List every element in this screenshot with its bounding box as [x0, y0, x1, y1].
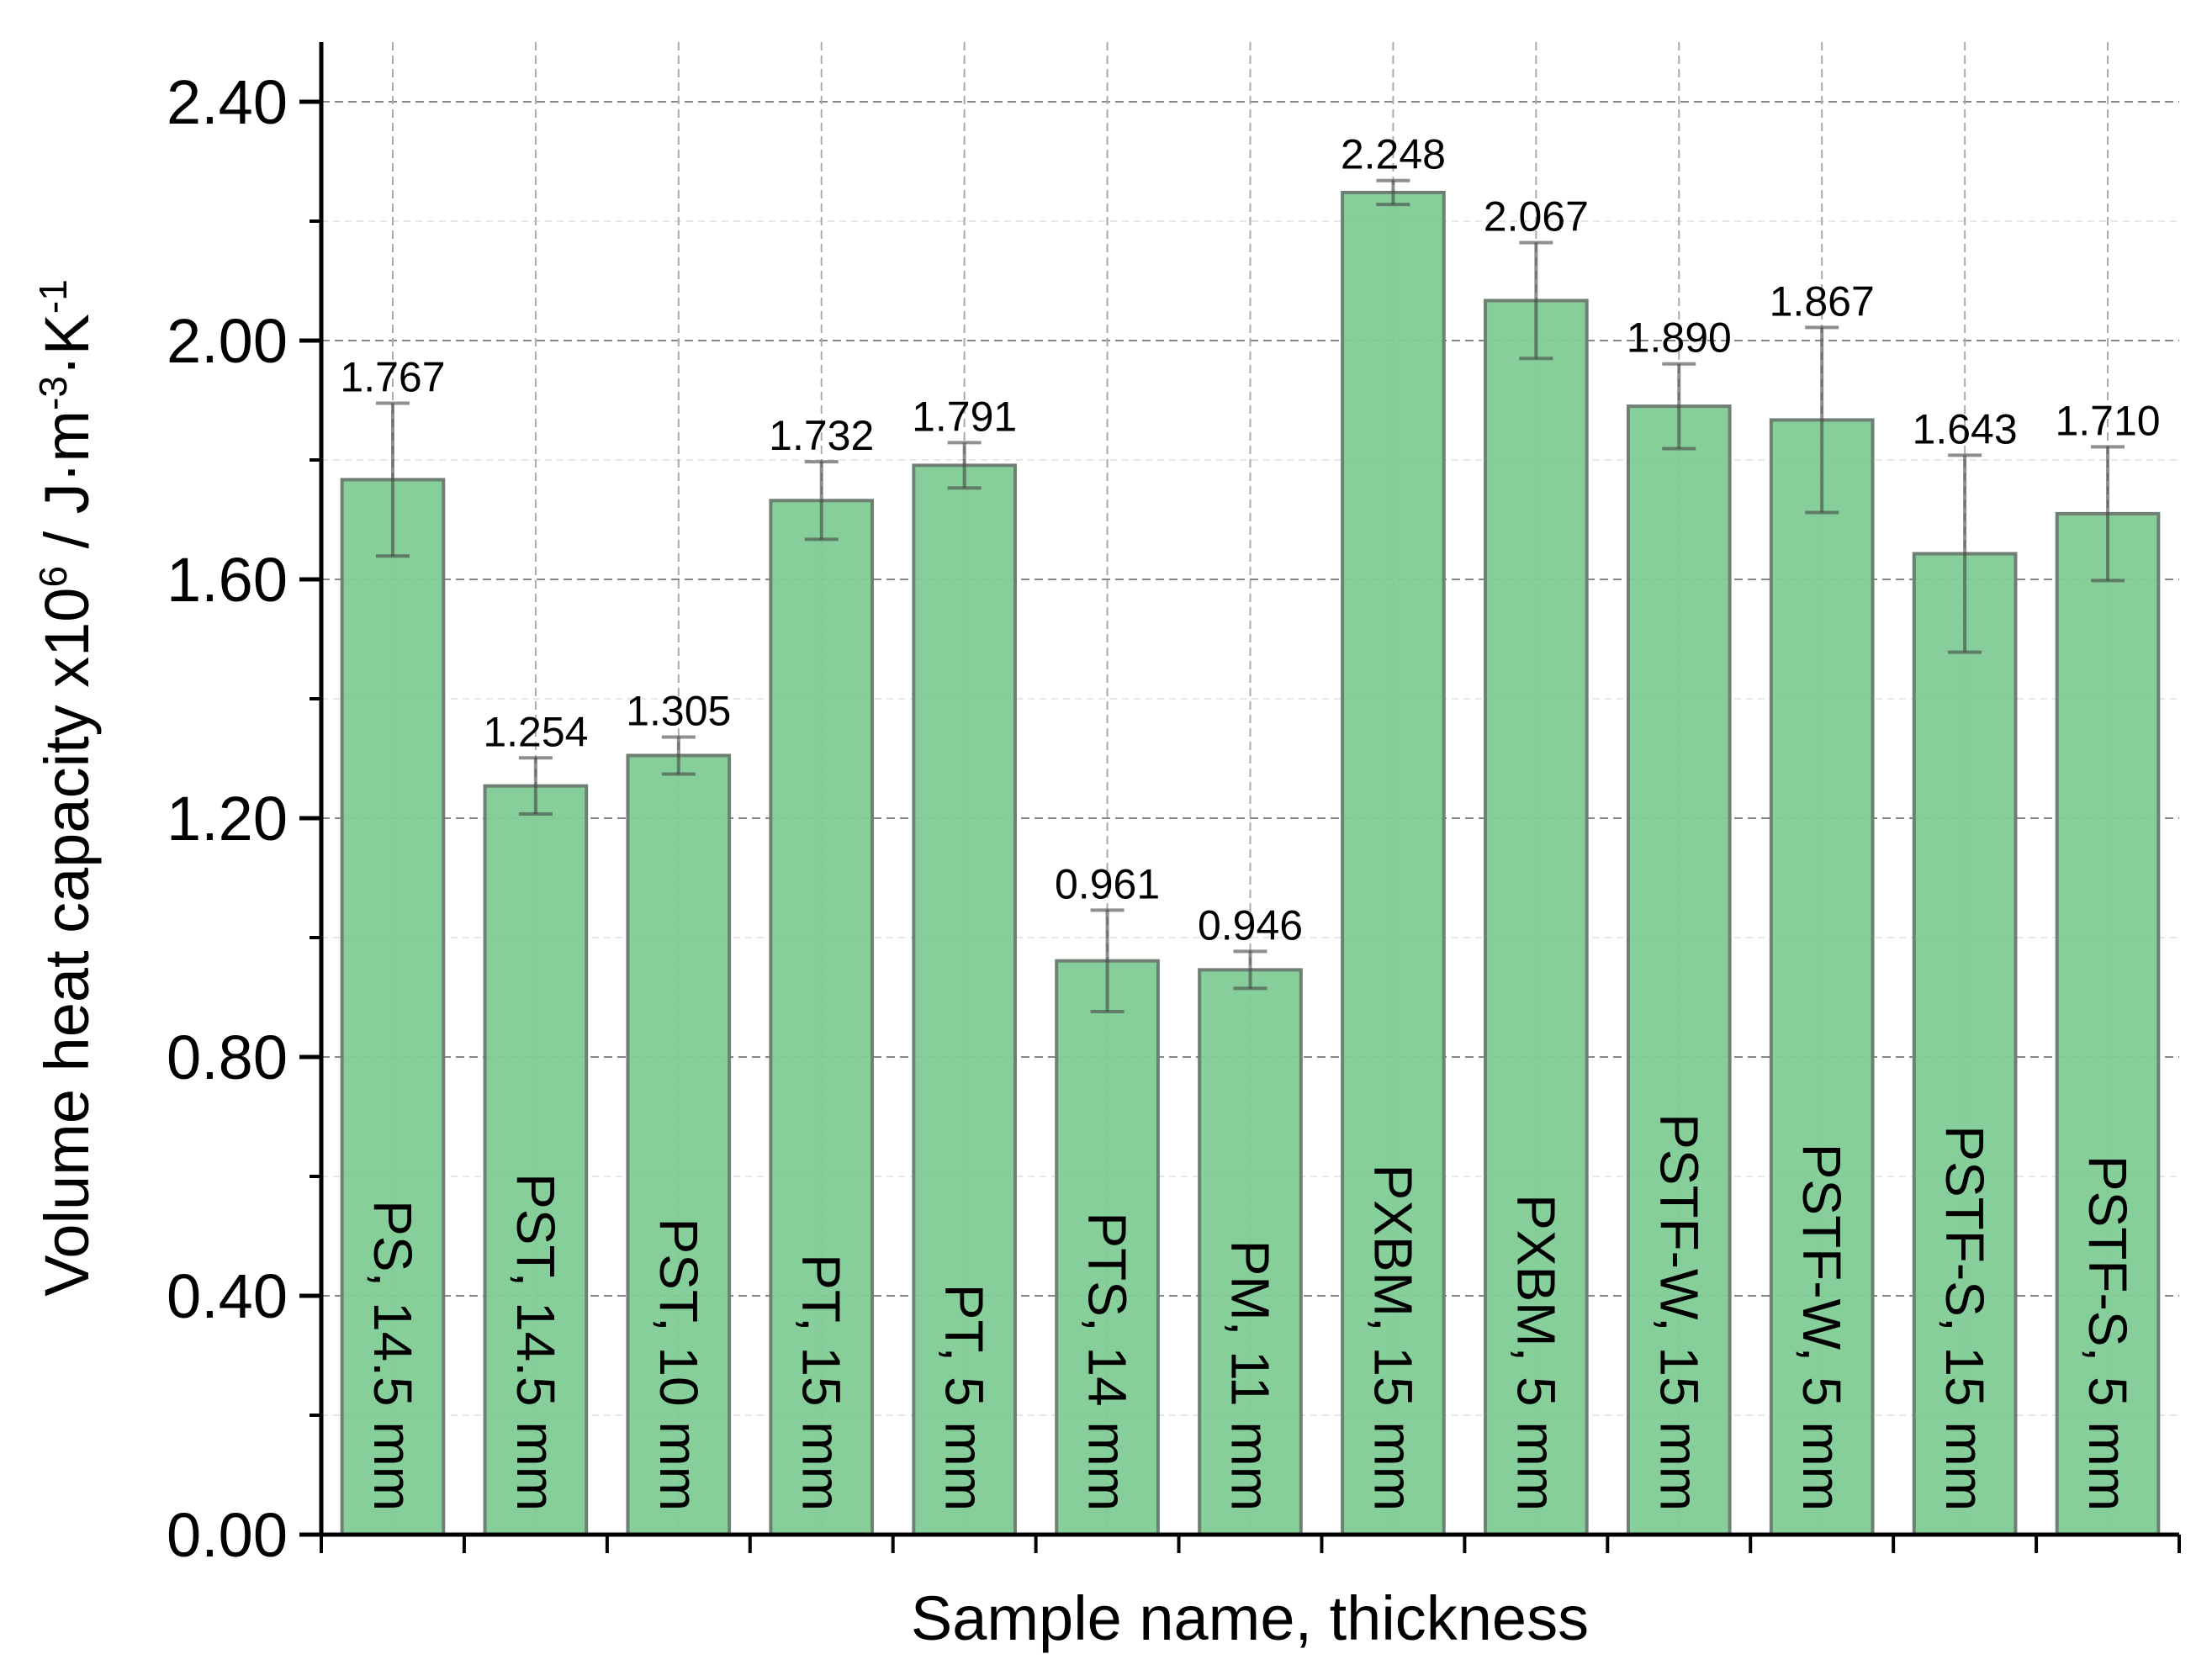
category-label: PSTF-W, 15 mm — [1648, 1113, 1709, 1511]
category-label: PSTF-W, 5 mm — [1791, 1144, 1852, 1511]
error-bar — [1948, 453, 1982, 654]
value-label: 1.791 — [912, 393, 1017, 440]
category-label: PT, 5 mm — [934, 1284, 995, 1511]
y-tick-label: 0.00 — [167, 1500, 288, 1570]
y-tick-label: 2.00 — [167, 306, 288, 376]
category-label: PST, 14.5 mm — [505, 1173, 566, 1511]
label-part: ·K — [32, 314, 102, 376]
y-tick-label: 2.40 — [167, 67, 288, 137]
value-label: 0.961 — [1055, 860, 1160, 907]
error-bar — [1519, 240, 1553, 361]
category-label: PTS, 14 mm — [1077, 1212, 1138, 1511]
error-bar — [1090, 908, 1125, 1014]
value-label: 1.867 — [1770, 277, 1875, 325]
bar — [340, 478, 446, 1536]
label-part: Volume heat capacity x10 — [32, 588, 102, 1297]
category-label: PSTF-S, 5 mm — [2077, 1155, 2138, 1511]
category-label: PST, 10 mm — [648, 1218, 709, 1511]
label-part: / J·m — [32, 410, 102, 566]
y-tick-label: 0.40 — [167, 1261, 288, 1331]
error-bar — [1376, 178, 1410, 207]
y-tick-label: 1.20 — [167, 784, 288, 853]
error-bar — [1805, 325, 1839, 515]
error-bar — [947, 441, 982, 490]
superscript: 6 — [31, 566, 75, 588]
value-label: 0.946 — [1198, 901, 1303, 949]
bar — [626, 753, 732, 1536]
category-label: PXBM, 5 mm — [1506, 1194, 1566, 1511]
value-label: 1.890 — [1627, 314, 1732, 362]
y-tick-label: 0.80 — [167, 1023, 288, 1092]
x-axis-label: Sample name, thickness — [911, 1583, 1589, 1653]
bar — [2055, 511, 2161, 1536]
category-label: PT, 15 mm — [791, 1254, 852, 1511]
error-bar — [1233, 949, 1267, 991]
error-bar — [2091, 445, 2125, 583]
value-label: 1.643 — [1913, 405, 2018, 452]
y-tick-label: 1.60 — [167, 545, 288, 615]
error-bar — [375, 401, 410, 558]
error-bar — [804, 460, 839, 542]
bar — [1198, 968, 1303, 1536]
error-bar — [518, 756, 553, 817]
value-label: 1.305 — [626, 687, 731, 734]
superscript: -1 — [31, 279, 75, 314]
category-label: PSTF-S, 15 mm — [1934, 1125, 1995, 1511]
bar — [1769, 418, 1875, 1536]
bar — [1626, 404, 1732, 1537]
y-axis-label: Volume heat capacity x106 / J·m-3·K-1 — [31, 279, 102, 1297]
value-label: 1.767 — [340, 354, 445, 401]
bar — [483, 784, 589, 1536]
value-label: 1.254 — [483, 708, 588, 755]
category-label: PS, 14.5 mm — [362, 1200, 423, 1511]
value-label: 2.067 — [1484, 193, 1589, 240]
category-label: PM, 11 mm — [1220, 1240, 1281, 1511]
error-bar — [661, 735, 696, 776]
superscript: -3 — [31, 376, 75, 410]
bar — [1341, 190, 1446, 1536]
category-label: PXBM, 15 mm — [1363, 1164, 1423, 1511]
value-label: 1.710 — [2055, 397, 2160, 444]
error-bar — [1662, 362, 1696, 451]
value-label: 2.248 — [1341, 131, 1446, 178]
bar — [1912, 552, 2018, 1536]
value-label: 1.732 — [769, 412, 874, 459]
